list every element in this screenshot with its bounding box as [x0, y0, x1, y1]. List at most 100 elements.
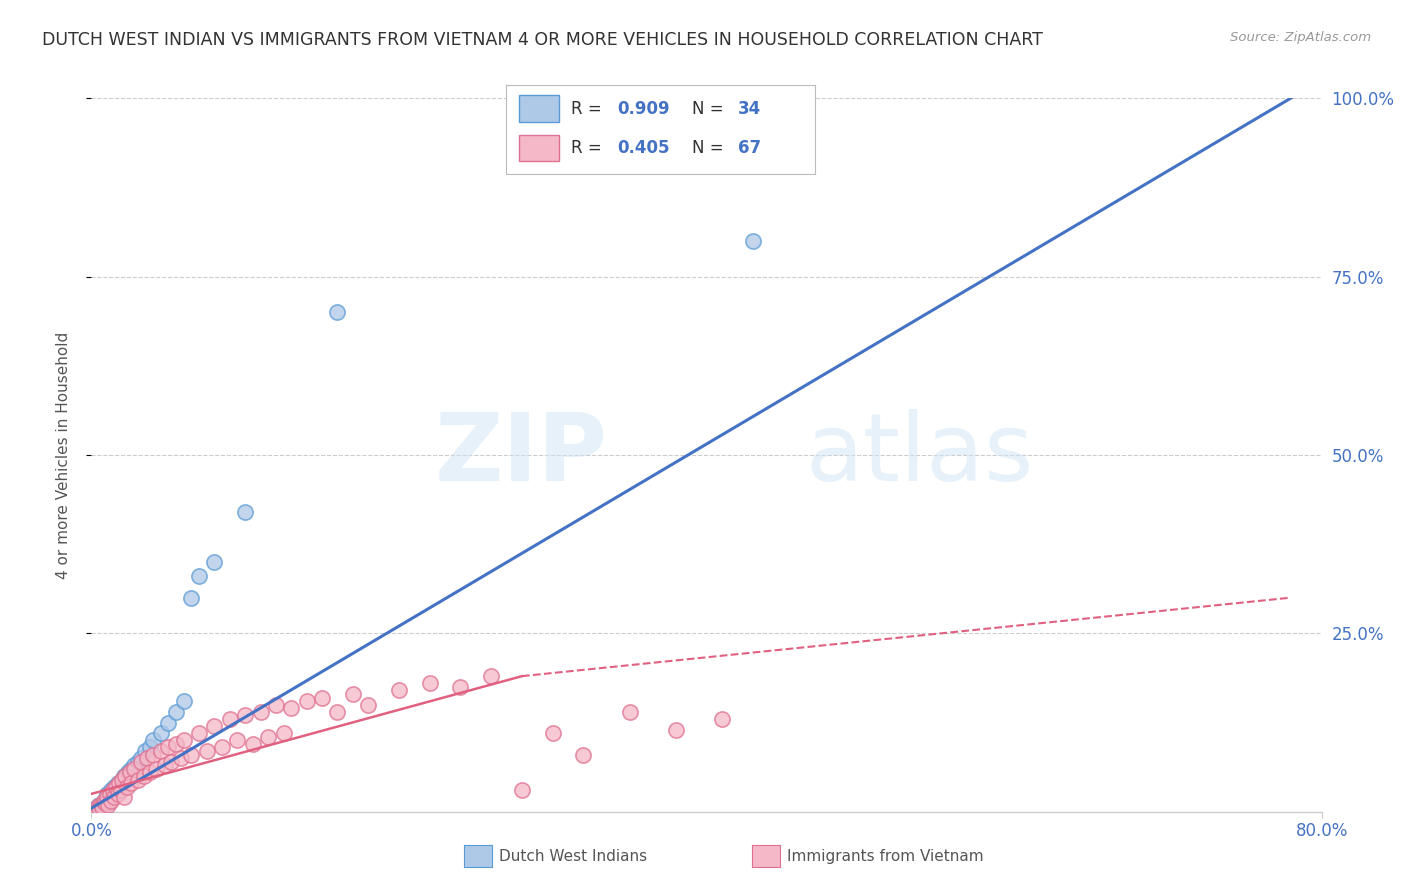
Point [153, 758, 177, 772]
Point [233, 505, 256, 519]
Point [117, 765, 139, 780]
Point [280, 701, 302, 715]
Point [103, 790, 125, 805]
Point [91, 799, 114, 814]
Point [112, 769, 135, 783]
Text: Source: ZipAtlas.com: Source: ZipAtlas.com [1230, 31, 1371, 45]
Point [541, 726, 564, 740]
Point [129, 751, 152, 765]
Point [96, 787, 118, 801]
Point [139, 765, 162, 780]
Point [233, 708, 256, 723]
Point [124, 758, 146, 772]
Point [139, 740, 162, 755]
Point [112, 790, 135, 805]
Point [96, 790, 118, 805]
Text: DUTCH WEST INDIAN VS IMMIGRANTS FROM VIETNAM 4 OR MORE VEHICLES IN HOUSEHOLD COR: DUTCH WEST INDIAN VS IMMIGRANTS FROM VIE… [42, 31, 1043, 49]
Text: Immigrants from Vietnam: Immigrants from Vietnam [787, 849, 984, 863]
Point [149, 726, 172, 740]
Point [107, 787, 129, 801]
Point [142, 733, 165, 747]
Text: ZIP: ZIP [436, 409, 607, 501]
Point [257, 730, 280, 744]
Point [479, 669, 502, 683]
Point [101, 790, 124, 805]
Point [87, 801, 110, 815]
Point [84, 801, 107, 815]
Point [97, 797, 120, 812]
Bar [519, 135, 558, 161]
Point [87, 797, 110, 812]
Point [145, 762, 167, 776]
Point [127, 755, 149, 769]
Text: R =: R = [571, 100, 607, 118]
Point [118, 765, 141, 780]
Point [101, 783, 124, 797]
Point [173, 694, 195, 708]
Point [188, 726, 211, 740]
Point [160, 755, 183, 769]
Point [108, 781, 131, 796]
Point [273, 726, 295, 740]
Text: 0.405: 0.405 [617, 139, 671, 157]
Text: 0.909: 0.909 [617, 100, 671, 118]
Point [100, 783, 122, 797]
Point [111, 772, 134, 787]
Point [96, 796, 118, 810]
Point [741, 234, 763, 248]
Point [105, 780, 127, 794]
Point [202, 555, 225, 569]
Point [295, 694, 318, 708]
Point [127, 772, 149, 787]
Bar [519, 95, 558, 122]
Point [149, 744, 172, 758]
Point [114, 771, 136, 785]
Point [357, 698, 380, 712]
Point [93, 794, 115, 808]
Point [94, 796, 117, 810]
Point [90, 799, 112, 814]
Point [342, 687, 364, 701]
Point [110, 783, 132, 797]
Point [165, 705, 187, 719]
Point [93, 794, 115, 808]
Point [90, 797, 112, 812]
Point [326, 705, 349, 719]
Point [84, 803, 107, 817]
Point [115, 780, 138, 794]
Point [169, 751, 191, 765]
Point [218, 712, 240, 726]
Point [165, 737, 187, 751]
Point [86, 799, 108, 814]
Text: R =: R = [571, 139, 607, 157]
Point [142, 747, 165, 762]
Point [105, 785, 127, 799]
Point [108, 776, 131, 790]
Point [211, 740, 233, 755]
Point [132, 769, 155, 783]
Point [249, 705, 271, 719]
Point [419, 676, 441, 690]
Point [665, 723, 688, 737]
Text: Dutch West Indians: Dutch West Indians [499, 849, 647, 863]
Point [135, 751, 157, 765]
Point [98, 792, 121, 806]
Point [124, 762, 146, 776]
Point [107, 776, 129, 790]
Point [120, 776, 142, 790]
Point [114, 769, 136, 783]
Text: N =: N = [692, 100, 728, 118]
Point [572, 747, 595, 762]
Text: N =: N = [692, 139, 728, 157]
Point [111, 772, 134, 787]
Point [710, 712, 733, 726]
Point [129, 755, 152, 769]
Point [195, 744, 218, 758]
Point [202, 719, 225, 733]
Text: 34: 34 [738, 100, 762, 118]
Point [388, 683, 411, 698]
Point [180, 747, 202, 762]
Point [264, 698, 287, 712]
Point [103, 780, 125, 794]
Point [98, 787, 121, 801]
